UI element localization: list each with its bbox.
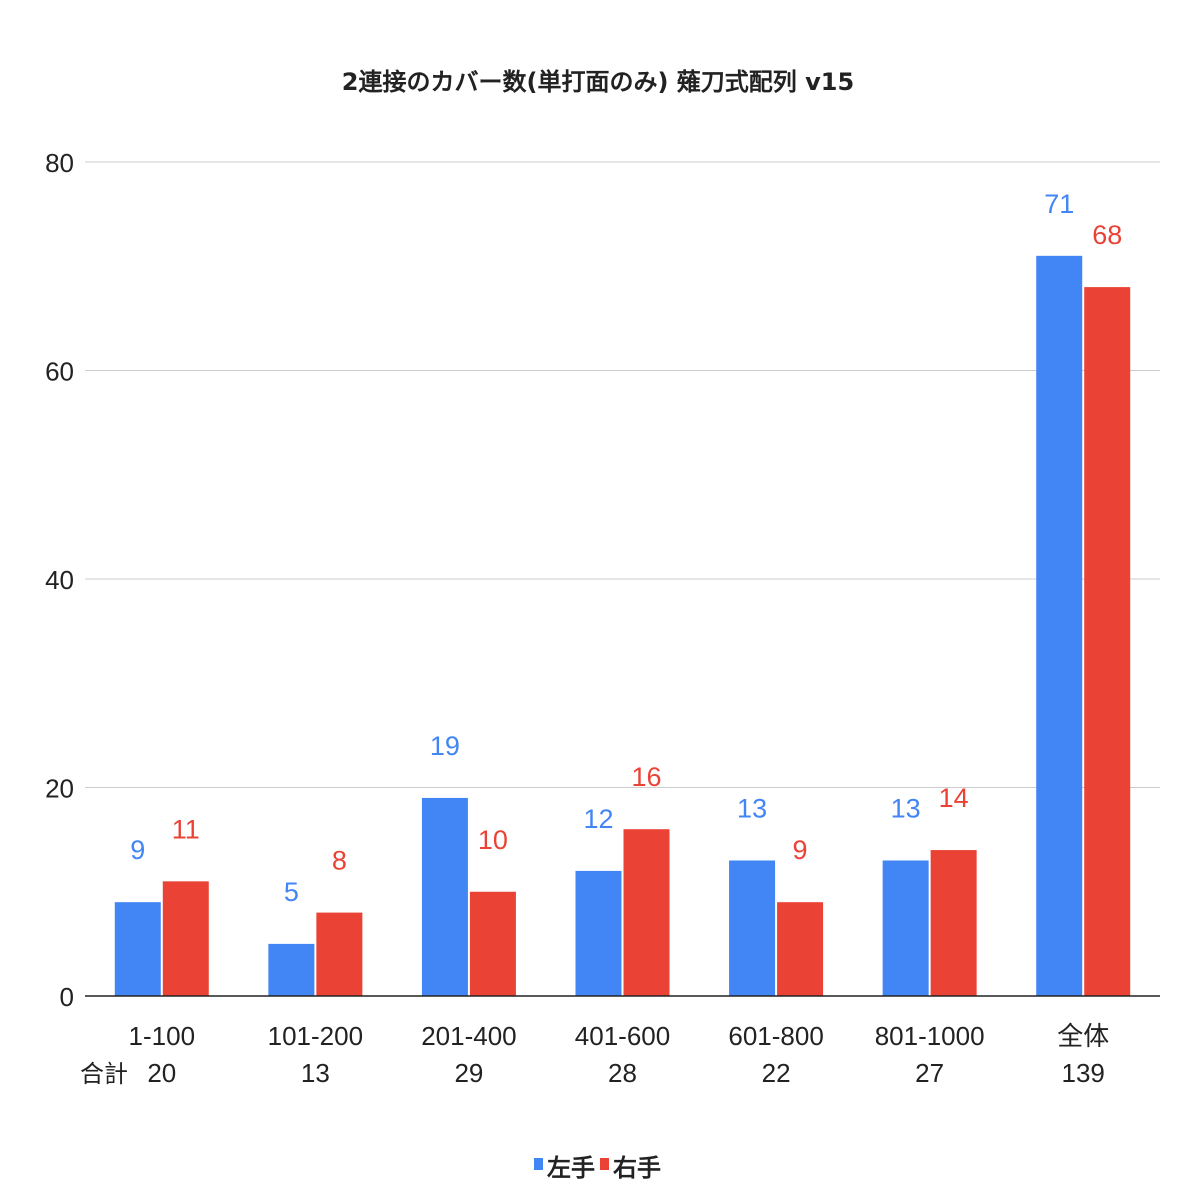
x-total-label: 139 (1062, 1058, 1105, 1088)
bar-right-6 (1084, 287, 1131, 997)
x-category-label: 1-100 (129, 1021, 196, 1051)
data-labels: 9 11 5 8 19 10 12 16 13 9 13 14 71 68 (130, 189, 1122, 907)
legend: 左手 右手 (534, 1154, 661, 1182)
bar-right-0 (162, 881, 209, 996)
x-category-label: 201-400 (421, 1021, 516, 1051)
data-label: 9 (793, 835, 808, 865)
data-label: 19 (430, 731, 460, 761)
bar-left-6 (1036, 255, 1083, 996)
legend-swatch-1 (600, 1158, 609, 1170)
bar-right-2 (469, 891, 516, 996)
data-label: 68 (1092, 220, 1122, 250)
bar-left-3 (575, 870, 622, 996)
x-category-label: 801-1000 (875, 1021, 985, 1051)
x-total-label: 22 (762, 1058, 791, 1088)
legend-label-0: 左手 (547, 1154, 595, 1182)
chart-title: 2連接のカバー数(単打面のみ) 薙刀式配列 v15 (342, 68, 854, 96)
y-axis-ticks: 0 20 40 60 80 (45, 148, 74, 1012)
bar-right-1 (316, 912, 363, 996)
x-total-label: 28 (608, 1058, 637, 1088)
data-label: 16 (631, 762, 661, 792)
bar-left-5 (882, 860, 929, 996)
data-label: 13 (891, 793, 921, 823)
data-label: 8 (332, 846, 347, 876)
bar-right-5 (930, 850, 977, 996)
y-tick-label: 20 (45, 774, 74, 804)
x-total-label: 27 (915, 1058, 944, 1088)
x-total-label: 13 (301, 1058, 330, 1088)
x-total-label: 29 (454, 1058, 483, 1088)
data-label: 9 (130, 835, 145, 865)
gridlines (85, 161, 1160, 788)
data-label: 13 (737, 793, 767, 823)
bar-left-0 (114, 902, 161, 996)
legend-swatch-0 (534, 1158, 543, 1170)
x-category-label: 101-200 (268, 1021, 363, 1051)
totals-row-label: 合計 (80, 1060, 128, 1088)
x-category-label: 401-600 (575, 1021, 670, 1051)
y-tick-label: 40 (45, 565, 74, 595)
x-category-label: 全体 (1057, 1021, 1109, 1051)
bar-left-2 (421, 797, 468, 996)
bars (114, 255, 1131, 997)
data-label: 10 (478, 825, 508, 855)
data-label: 14 (939, 783, 969, 813)
data-label: 11 (172, 814, 200, 844)
y-tick-label: 0 (60, 982, 74, 1012)
x-category-label: 601-800 (728, 1021, 823, 1051)
bar-left-1 (268, 943, 315, 996)
data-label: 71 (1044, 189, 1074, 219)
bar-left-4 (729, 860, 776, 996)
bar-right-3 (623, 829, 670, 996)
x-axis-labels: 1-100 20 101-200 13 201-400 29 401-600 28 601-80… (129, 1021, 1110, 1088)
y-tick-label: 80 (45, 148, 74, 178)
bar-right-4 (777, 902, 824, 996)
x-total-label: 20 (147, 1058, 176, 1088)
data-label: 12 (583, 804, 613, 834)
y-tick-label: 60 (45, 357, 74, 387)
data-label: 5 (284, 877, 299, 907)
legend-label-1: 右手 (613, 1154, 661, 1182)
